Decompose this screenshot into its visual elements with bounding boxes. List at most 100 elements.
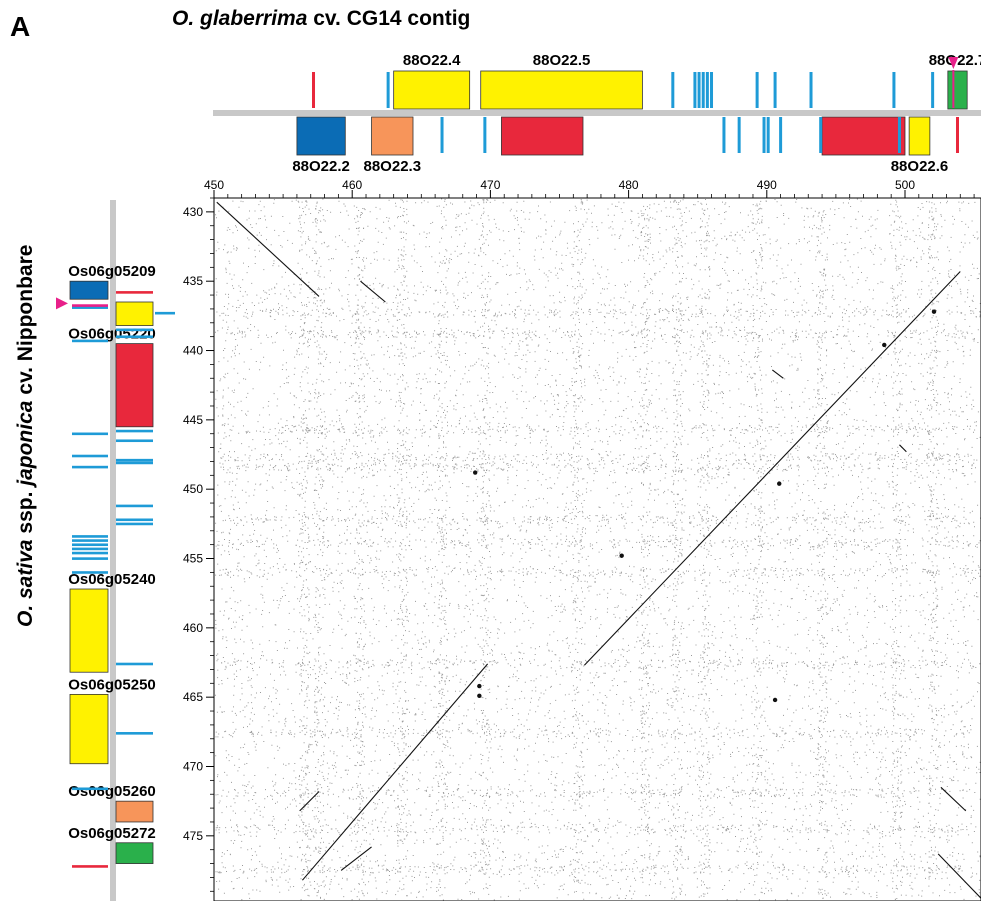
top-feature-tick (737, 117, 741, 153)
left-feature-tick (72, 306, 108, 309)
top-feature-tick (312, 72, 316, 108)
left-genome-title-species: O. sativa (14, 539, 37, 627)
left-gene-box (115, 301, 154, 326)
alignment-dot (777, 481, 782, 486)
left-feature-tick (116, 461, 153, 465)
top-genome-title-species: O. glaberrima (172, 7, 308, 30)
left-marker-triangle (56, 297, 68, 310)
left-feature-tick (116, 504, 153, 508)
left-feature-tick (72, 787, 108, 791)
left-feature-tick (116, 328, 153, 332)
top-feature-tick (956, 117, 960, 153)
top-gene-track: 88O22.288O22.388O22.488O22.588O22.688O22… (213, 52, 981, 175)
left-feature-tick (116, 291, 153, 294)
left-feature-tick (72, 304, 108, 307)
alignment-dot (472, 470, 478, 475)
top-marker-line (952, 70, 955, 108)
alignment-dot (477, 683, 482, 689)
top-feature-tick (762, 117, 766, 153)
top-gene-label: 88O22.5 (533, 52, 591, 69)
alignment-dot (619, 553, 624, 558)
left-genome-title-ssp: ssp. (14, 486, 37, 540)
top-genome-title-cultivar: cv. CG14 contig (307, 7, 470, 30)
left-feature-tick (116, 732, 153, 735)
left-feature-tick (72, 551, 108, 555)
top-gene-label: 88O22.2 (292, 158, 350, 175)
top-feature-tick (773, 72, 777, 108)
left-feature-tick (72, 571, 108, 574)
y-tick-label: 460 (183, 621, 203, 635)
left-feature-tick (72, 557, 108, 560)
alignment-dot (882, 342, 887, 348)
left-feature-tick (72, 865, 108, 868)
y-axis: 430 435 440 445 450 455 460 465 470 475 (183, 197, 214, 892)
left-feature-tick (72, 535, 108, 538)
left-feature-tick (116, 522, 153, 526)
alignment-dot (477, 693, 482, 698)
y-tick-label: 445 (183, 413, 203, 427)
top-feature-tick (809, 72, 813, 108)
alignment-segment (216, 201, 320, 297)
left-feature-tick (72, 543, 108, 547)
top-feature-tick (819, 117, 823, 153)
alignment-segment (771, 369, 784, 379)
top-feature-tick (931, 72, 935, 108)
left-feature-tick (72, 339, 108, 343)
left-gene-track: Os06g05209Os06g05220Os06g05240Os06g05250… (56, 200, 175, 901)
y-tick-label: 475 (183, 829, 203, 843)
left-gene-box (69, 588, 109, 673)
left-gene-label: Os06g05250 (68, 676, 156, 693)
dotplot-frame (213, 197, 981, 901)
x-axis: 450 460 470 480 490 500 (204, 178, 975, 198)
top-feature-tick (701, 72, 705, 108)
top-feature-tick (710, 72, 714, 108)
alignment-segment (302, 663, 489, 881)
dotplot-background-noise (215, 198, 981, 901)
x-tick-label: 460 (342, 178, 362, 192)
left-chromosome-bar (110, 200, 116, 901)
left-gene-label: Os06g05272 (68, 825, 156, 842)
left-genome-title-subspecies: japonica (14, 400, 37, 489)
left-feature-tick (116, 429, 153, 433)
left-gene-box (115, 343, 154, 428)
top-gene-box (908, 116, 931, 156)
top-gene-box (821, 116, 906, 156)
top-gene-box (393, 70, 471, 110)
left-gene-label: Os06g05209 (68, 263, 156, 280)
y-tick-label: 435 (183, 274, 203, 288)
top-gene-label: 88O22.4 (403, 52, 461, 69)
top-gene-label: 88O22.6 (891, 158, 949, 175)
top-gene-box (296, 116, 346, 156)
x-tick-label: 500 (895, 178, 915, 192)
top-feature-tick (483, 117, 487, 153)
x-tick-label: 490 (757, 178, 777, 192)
alignment-segment (299, 791, 320, 812)
left-genome-title-cultivar: cv. Nipponbare (14, 245, 37, 401)
x-tick-label: 470 (480, 178, 500, 192)
top-feature-tick (440, 117, 444, 153)
y-tick-label: 465 (183, 690, 203, 704)
alignment-dot (772, 697, 778, 703)
left-feature-tick (116, 662, 153, 666)
top-feature-tick (892, 72, 896, 108)
alignment-dot (931, 309, 937, 314)
alignment-segment (899, 444, 907, 453)
left-feature-tick (72, 547, 108, 551)
left-gene-box (69, 693, 109, 765)
alignment-segment (340, 846, 372, 871)
left-feature-tick (116, 458, 153, 462)
top-gene-box (480, 70, 643, 110)
top-feature-tick (766, 117, 770, 153)
alignment-segment (940, 786, 967, 812)
left-gene-box (115, 800, 154, 823)
top-feature-tick (697, 72, 701, 108)
left-feature-tick (72, 465, 108, 469)
left-feature-tick (155, 311, 175, 315)
dotplot-alignments (216, 201, 981, 899)
top-gene-box (947, 70, 968, 110)
x-tick-label: 450 (204, 178, 224, 192)
left-feature-tick (116, 439, 153, 443)
left-gene-box (69, 280, 109, 300)
left-feature-tick (72, 454, 108, 458)
